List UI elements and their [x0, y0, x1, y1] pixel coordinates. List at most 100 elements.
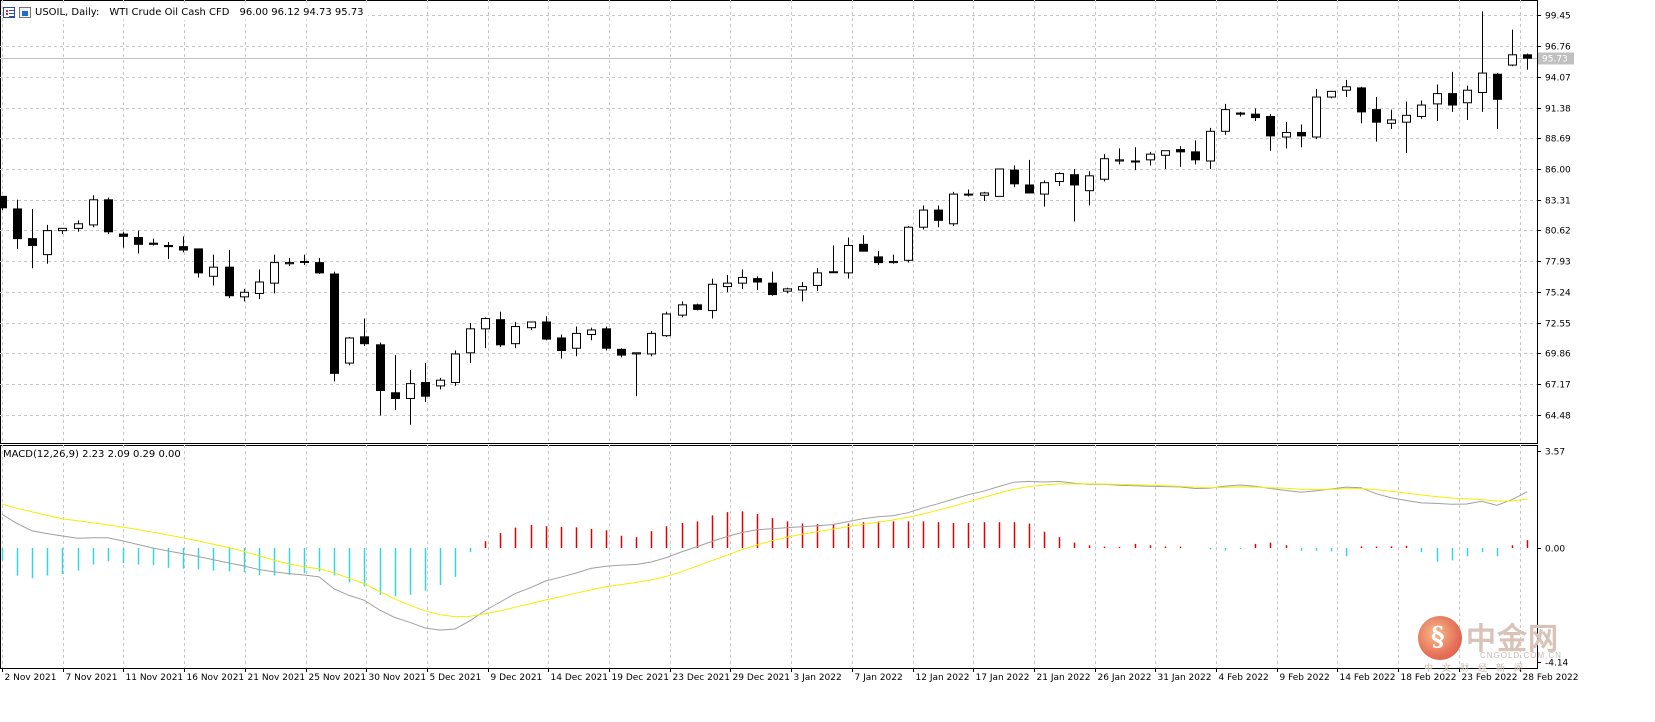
time-tick-label: 23 Feb 2022 — [1462, 673, 1518, 683]
bear-candle — [1070, 174, 1079, 186]
bull-candle — [647, 332, 656, 355]
macd-signal-line — [1, 483, 1528, 618]
chart-window-icon[interactable] — [19, 6, 31, 18]
bear-candle — [13, 208, 22, 240]
watermark-subtitle: 中文财经新闻 — [1424, 664, 1533, 674]
bear-candle — [1251, 113, 1260, 119]
bull-candle — [1055, 173, 1064, 183]
chart-symbol: USOIL, Daily: — [35, 6, 100, 18]
price-tick-label: 75.24 — [1545, 289, 1571, 299]
chart-ohlc: 96.00 96.12 94.73 95.73 — [239, 6, 364, 18]
time-tick-label: 18 Feb 2022 — [1401, 673, 1457, 683]
bear-candle — [1357, 87, 1366, 113]
time-tick-label: 9 Dec 2021 — [491, 673, 543, 683]
bull-candle — [844, 244, 853, 274]
bull-candle — [1342, 86, 1351, 91]
bear-candle — [225, 266, 234, 297]
bull-candle — [1282, 131, 1291, 138]
bull-candle — [1115, 159, 1124, 162]
bull-candle — [89, 199, 98, 226]
bull-candle — [270, 262, 279, 284]
watermark-url: CNGOLD.COM.CN — [1480, 651, 1562, 660]
bear-candle — [134, 236, 143, 245]
bear-candle — [542, 321, 551, 340]
bear-candle — [1493, 73, 1502, 100]
bull-candle — [43, 230, 52, 256]
bear-candle — [934, 209, 943, 221]
time-tick-label: 12 Jan 2022 — [916, 673, 970, 683]
time-tick-label: 30 Nov 2021 — [369, 673, 427, 683]
bull-candle — [572, 332, 581, 349]
price-tick-label: 96.76 — [1545, 43, 1571, 53]
time-tick-label: 7 Nov 2021 — [66, 673, 118, 683]
bull-candle — [1402, 114, 1411, 123]
bear-candle — [617, 348, 626, 356]
bull-candle — [1131, 160, 1140, 163]
current-price-box — [1538, 52, 1574, 65]
bear-candle — [1236, 112, 1245, 115]
bull-candle — [481, 318, 490, 330]
bull-candle — [1433, 93, 1442, 105]
bull-candle — [345, 337, 354, 364]
chart-header: USOIL, Daily: WTI Crude Oil Cash CFD 96.… — [3, 4, 368, 20]
time-tick-label: 25 Nov 2021 — [309, 673, 367, 683]
bear-candle — [391, 392, 400, 399]
bear-candle — [768, 282, 777, 296]
bull-candle — [1478, 72, 1487, 93]
bull-candle — [285, 262, 294, 265]
time-tick-label: 21 Nov 2021 — [248, 673, 306, 683]
bull-candle — [1312, 96, 1321, 138]
bull-candle — [678, 304, 687, 316]
macd-tick-label: -4.14 — [1545, 659, 1569, 669]
time-tick-label: 4 Feb 2022 — [1219, 673, 1269, 683]
bull-candle — [1100, 158, 1109, 180]
bear-candle — [874, 256, 883, 264]
price-tick-label: 83.31 — [1545, 197, 1571, 207]
bull-candle — [255, 281, 264, 294]
watermark-brand: 中金网 — [1466, 622, 1559, 657]
bull-candle — [980, 192, 989, 196]
bear-candle — [28, 238, 37, 246]
bear-candle — [330, 273, 339, 374]
price-tick-label: 69.86 — [1545, 350, 1571, 360]
bull-candle — [949, 193, 958, 225]
bull-candle — [406, 383, 415, 399]
price-tick-label: 72.55 — [1545, 320, 1571, 330]
bull-candle — [783, 288, 792, 292]
price-tick-label: 77.93 — [1545, 258, 1571, 268]
bull-candle — [904, 226, 913, 261]
bear-candle — [194, 248, 203, 274]
bull-candle — [964, 193, 973, 196]
time-tick-label: 23 Dec 2021 — [673, 673, 731, 683]
time-tick-label: 31 Jan 2022 — [1158, 673, 1212, 683]
price-tick-label: 88.69 — [1545, 135, 1571, 145]
price-tick-label: 64.48 — [1545, 412, 1571, 422]
bear-candle — [1025, 184, 1034, 194]
time-tick-label: 26 Jan 2022 — [1098, 673, 1152, 683]
bull-candle — [723, 282, 732, 288]
time-tick-label: 19 Dec 2021 — [612, 673, 670, 683]
bear-candle — [104, 199, 113, 233]
time-tick-label: 3 Jan 2022 — [794, 673, 842, 683]
bull-candle — [1146, 153, 1155, 161]
bear-candle — [1523, 54, 1532, 59]
time-tick-label: 29 Dec 2021 — [733, 673, 791, 683]
chart-description: WTI Crude Oil Cash CFD — [109, 6, 230, 18]
bull-candle — [466, 328, 475, 354]
bear-candle — [1297, 131, 1306, 137]
time-tick-label: 14 Dec 2021 — [551, 673, 609, 683]
watermark-mark-icon: § — [1418, 616, 1462, 660]
time-tick-label: 17 Jan 2022 — [976, 673, 1030, 683]
bear-candle — [164, 244, 173, 248]
bear-candle — [0, 195, 7, 209]
bull-candle — [995, 168, 1004, 197]
bull-candle — [919, 209, 928, 228]
price-tick-label: 86.00 — [1545, 166, 1571, 176]
bull-candle — [436, 379, 445, 387]
symbol-list-icon[interactable] — [3, 6, 15, 18]
bull-candle — [1387, 119, 1396, 124]
bull-candle — [587, 329, 596, 336]
bull-candle — [74, 223, 83, 229]
bull-candle — [300, 260, 309, 263]
